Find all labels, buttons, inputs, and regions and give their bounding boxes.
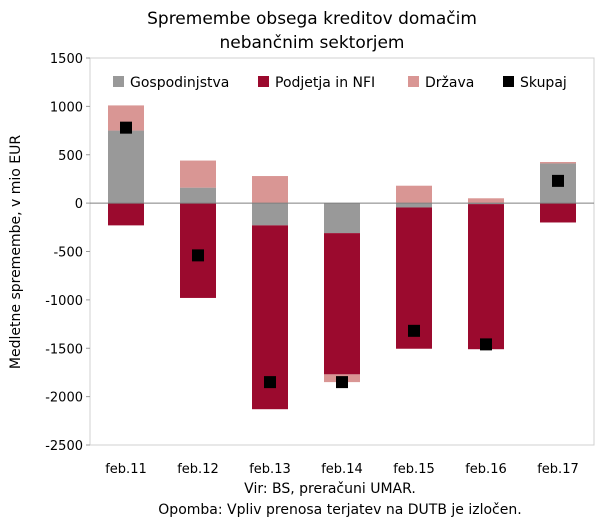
bar-podjetja-in-nfi-feb.11 — [108, 203, 144, 226]
x-tick-label: feb.17 — [537, 462, 579, 477]
bar-dr-ava-feb.13 — [252, 176, 288, 204]
legend-label: Podjetja in NFI — [275, 75, 375, 91]
x-tick-label: feb.16 — [465, 462, 507, 477]
legend-swatch-podjetja-in-nfi — [258, 76, 269, 87]
bar-podjetja-in-nfi-feb.14 — [324, 233, 360, 375]
chart-title-line-2: nebančnim sektorjem — [220, 33, 405, 53]
legend-label: Gospodinjstva — [130, 75, 229, 91]
y-tick-label: -2500 — [45, 439, 83, 454]
y-tick-label: -2000 — [45, 391, 83, 406]
bar-dr-ava-feb.16 — [468, 198, 504, 204]
y-tick-label: 1000 — [50, 100, 83, 115]
y-axis: 1500 1000 500 0 -500 -1000 -1500 -2000 -2500 — [45, 52, 90, 454]
legend-label: Skupaj — [520, 75, 567, 91]
y-tick-label: 1500 — [50, 52, 83, 67]
x-tick-label: feb.15 — [393, 462, 435, 477]
legend-swatch-dr-ava — [408, 76, 419, 87]
x-tick-label: feb.11 — [105, 462, 147, 477]
y-tick-label: -1500 — [45, 342, 83, 357]
bar-dr-ava-feb.17 — [540, 162, 576, 164]
bar-gospodinjstva-feb.11 — [108, 130, 144, 204]
y-axis-title: Medletne spremembe, v mio EUR — [8, 135, 24, 369]
x-axis: feb.11 feb.12 feb.13 feb.14 feb.15 feb.16 feb.… — [105, 462, 579, 477]
x-tick-label: feb.13 — [249, 462, 291, 477]
marker-skupaj-feb.16 — [480, 338, 492, 351]
bar-podjetja-in-nfi-feb.17 — [540, 203, 576, 223]
bar-dr-ava-feb.15 — [396, 185, 432, 204]
marker-skupaj-feb.13 — [264, 376, 276, 389]
chart-title-line-1: Spremembe obsega kreditov domačim — [147, 9, 477, 29]
y-tick-label: 500 — [58, 149, 83, 164]
x-tick-label: feb.14 — [321, 462, 363, 477]
legend: Gospodinjstva Podjetja in NFI Država Skupaj — [113, 75, 567, 91]
bar-gospodinjstva-feb.14 — [324, 203, 360, 234]
bar-gospodinjstva-feb.12 — [180, 187, 216, 204]
x-tick-label: feb.12 — [177, 462, 219, 477]
marker-skupaj-feb.11 — [120, 121, 132, 134]
legend-label: Država — [425, 75, 474, 91]
bar-podjetja-in-nfi-feb.16 — [468, 204, 504, 350]
y-tick-label: -500 — [53, 246, 83, 261]
legend-swatch-gospodinjstva — [113, 76, 124, 87]
remark-note: Opomba: Vpliv prenosa terjatev na DUTB j… — [158, 502, 521, 518]
marker-skupaj-feb.15 — [408, 324, 420, 337]
bar-gospodinjstva-feb.13 — [252, 203, 288, 226]
marker-skupaj-feb.14 — [336, 376, 348, 389]
bar-gospodinjstva-feb.15 — [396, 203, 432, 208]
legend-swatch-skupaj — [503, 76, 514, 87]
markers-layer — [120, 121, 564, 389]
marker-skupaj-feb.12 — [192, 249, 204, 262]
bar-dr-ava-feb.12 — [180, 160, 216, 188]
marker-skupaj-feb.17 — [552, 174, 564, 187]
source-note: Vir: BS, preračuni UMAR. — [244, 481, 416, 497]
y-tick-label: 0 — [75, 197, 83, 212]
bars-layer — [90, 105, 594, 410]
y-tick-label: -1000 — [45, 294, 83, 309]
